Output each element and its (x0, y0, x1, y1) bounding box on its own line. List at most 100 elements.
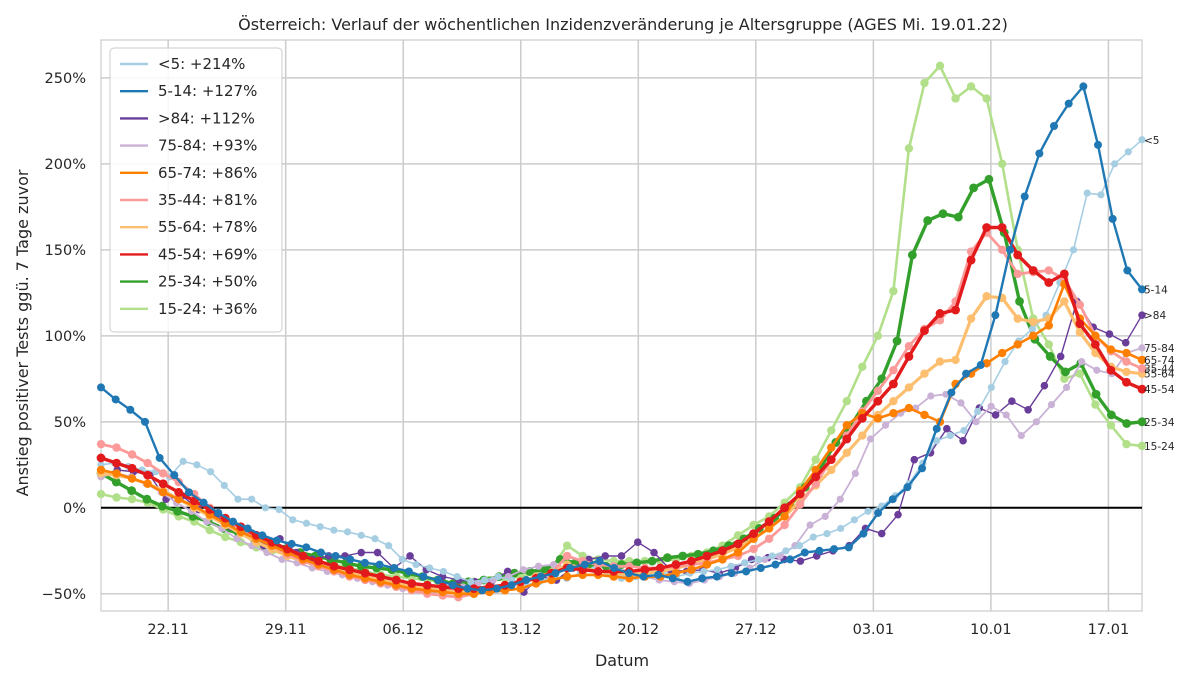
data-point (712, 572, 721, 581)
data-point (650, 548, 658, 557)
series-end-label: 65-74 (1144, 355, 1175, 367)
data-point (889, 379, 898, 389)
data-point (892, 336, 902, 346)
data-point (749, 529, 758, 539)
data-point (918, 464, 927, 473)
data-point (1059, 269, 1069, 279)
data-point (179, 457, 187, 465)
data-point (331, 551, 340, 560)
data-point (1138, 311, 1146, 319)
data-point (780, 512, 789, 521)
data-point (289, 516, 297, 524)
data-point (702, 551, 712, 561)
data-point (811, 455, 820, 464)
data-point (1138, 344, 1146, 352)
data-point (1137, 417, 1147, 427)
data-point (234, 495, 242, 503)
data-point (823, 530, 831, 538)
data-point (329, 561, 339, 571)
data-point (795, 500, 805, 509)
data-point (927, 392, 935, 400)
data-point (987, 383, 995, 392)
data-point (360, 568, 370, 578)
data-point (984, 174, 994, 184)
legend-label: 35-44: +81% (158, 191, 257, 209)
data-point (982, 223, 992, 232)
legend-item: 5-14: +127% (120, 82, 257, 100)
series-5-14 (97, 82, 1146, 595)
data-point (140, 417, 149, 426)
data-point (920, 326, 929, 336)
data-point (966, 314, 976, 323)
data-point (987, 402, 995, 410)
data-point (601, 552, 610, 560)
data-point (811, 472, 821, 482)
series-end-label: 5-14 (1144, 284, 1168, 296)
data-point (698, 574, 707, 583)
data-point (903, 483, 912, 492)
legend-label: >84: +112% (158, 109, 255, 127)
legend-item: 35-44: +81% (120, 191, 257, 209)
data-point (873, 331, 883, 341)
legend-label: <5: +214% (158, 55, 245, 73)
data-point (298, 551, 308, 561)
y-tick-label: 0% (63, 501, 86, 517)
data-point (112, 493, 121, 502)
legend-item: 45-54: +69% (120, 245, 257, 263)
data-point (1097, 191, 1105, 199)
data-point (391, 575, 401, 585)
data-point (302, 519, 311, 527)
data-point (842, 448, 851, 457)
data-point (373, 548, 382, 557)
data-point (127, 463, 137, 473)
data-point (874, 508, 883, 517)
x-tick-label: 27.12 (735, 622, 777, 638)
data-point (1093, 366, 1101, 374)
data-point (1017, 431, 1025, 440)
data-point (873, 396, 883, 406)
data-point (1029, 331, 1038, 341)
data-point (1122, 377, 1131, 387)
data-point (1001, 358, 1009, 366)
data-point (1075, 328, 1085, 337)
data-point (844, 543, 853, 552)
data-point (764, 534, 774, 543)
y-tick-label: 100% (45, 329, 86, 345)
data-point (1008, 397, 1016, 405)
data-point (507, 581, 516, 590)
data-point (920, 78, 929, 88)
data-point (547, 575, 556, 585)
data-point (562, 541, 572, 550)
data-point (357, 548, 366, 557)
data-point (275, 505, 283, 514)
data-point (904, 341, 914, 351)
data-point (997, 223, 1007, 232)
data-point (540, 565, 550, 575)
data-point (1091, 389, 1101, 399)
data-point (346, 555, 355, 564)
legend-label: 65-74: +86% (158, 164, 257, 182)
data-point (1047, 401, 1056, 409)
data-point (795, 489, 805, 499)
data-point (877, 529, 886, 538)
legend-label: 25-34: +50% (158, 273, 257, 291)
y-tick-label: −50% (42, 587, 86, 603)
data-point (904, 403, 914, 413)
data-point (842, 434, 852, 444)
data-point (1123, 266, 1132, 275)
data-point (376, 572, 386, 582)
data-point (800, 548, 809, 557)
x-axis-label: Datum (595, 651, 649, 670)
legend-item: 65-74: +86% (120, 164, 257, 182)
series-end-label: 35-44 (1144, 363, 1175, 375)
data-point (1002, 411, 1010, 419)
data-point (764, 524, 774, 533)
data-point (1044, 321, 1053, 330)
data-point (718, 546, 727, 556)
data-point (519, 566, 528, 574)
x-tick-label: 17.01 (1088, 622, 1130, 638)
data-point (170, 471, 179, 480)
data-point (1035, 149, 1044, 158)
data-point (1013, 340, 1022, 349)
